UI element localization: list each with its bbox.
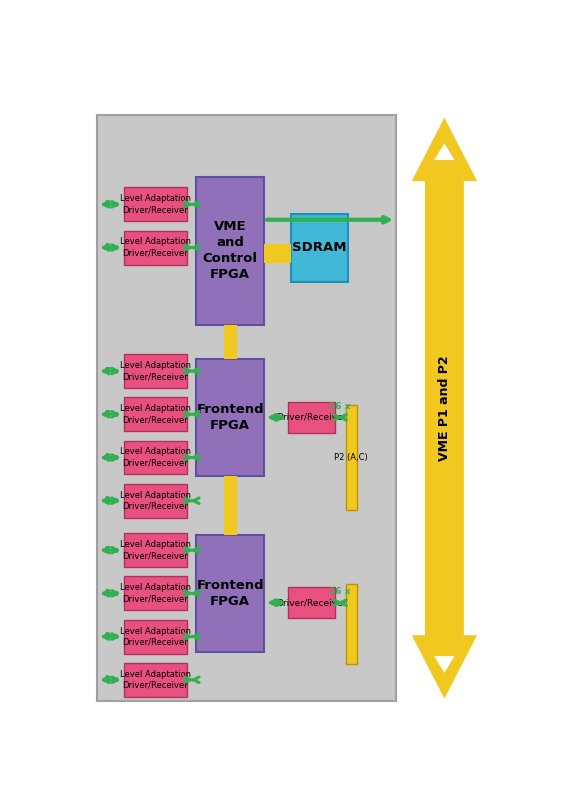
- Text: Level Adaptation
Driver/Receiver: Level Adaptation Driver/Receiver: [120, 237, 191, 257]
- Text: 4 x: 4 x: [103, 367, 118, 375]
- Text: 4 x: 4 x: [103, 243, 118, 252]
- FancyBboxPatch shape: [124, 533, 187, 567]
- Text: VME P1 and P2: VME P1 and P2: [438, 355, 451, 461]
- FancyBboxPatch shape: [290, 213, 348, 282]
- Text: Driver/Receiver: Driver/Receiver: [276, 413, 346, 422]
- Text: Frontend
FPGA: Frontend FPGA: [196, 579, 264, 608]
- FancyBboxPatch shape: [264, 245, 290, 263]
- FancyBboxPatch shape: [196, 358, 264, 476]
- Text: Level Adaptation
Driver/Receiver: Level Adaptation Driver/Receiver: [120, 361, 191, 381]
- Text: SDRAM: SDRAM: [292, 241, 346, 254]
- FancyBboxPatch shape: [289, 402, 335, 433]
- FancyBboxPatch shape: [124, 188, 187, 221]
- FancyBboxPatch shape: [224, 476, 237, 535]
- FancyBboxPatch shape: [124, 397, 187, 431]
- Text: Level Adaptation
Driver/Receiver: Level Adaptation Driver/Receiver: [120, 540, 191, 560]
- FancyBboxPatch shape: [124, 577, 187, 610]
- Text: 4 x: 4 x: [103, 496, 118, 505]
- Text: Frontend
FPGA: Frontend FPGA: [196, 403, 264, 431]
- FancyBboxPatch shape: [124, 662, 187, 697]
- FancyBboxPatch shape: [196, 176, 264, 325]
- Text: Level Adaptation
Driver/Receiver: Level Adaptation Driver/Receiver: [120, 626, 191, 646]
- Text: Level Adaptation
Driver/Receiver: Level Adaptation Driver/Receiver: [120, 404, 191, 424]
- FancyBboxPatch shape: [124, 230, 187, 265]
- FancyBboxPatch shape: [124, 354, 187, 388]
- Text: VME
and
Control
FPGA: VME and Control FPGA: [202, 220, 257, 282]
- Text: Level Adaptation
Driver/Receiver: Level Adaptation Driver/Receiver: [120, 491, 191, 511]
- Text: Level Adaptation
Driver/Receiver: Level Adaptation Driver/Receiver: [120, 583, 191, 603]
- Text: Level Adaptation
Driver/Receiver: Level Adaptation Driver/Receiver: [120, 670, 191, 690]
- FancyBboxPatch shape: [124, 620, 187, 654]
- Text: Level Adaptation
Driver/Receiver: Level Adaptation Driver/Receiver: [120, 194, 191, 214]
- Text: 4 x: 4 x: [103, 453, 118, 462]
- FancyBboxPatch shape: [98, 115, 396, 702]
- FancyBboxPatch shape: [345, 405, 357, 510]
- FancyBboxPatch shape: [196, 535, 264, 652]
- FancyBboxPatch shape: [224, 325, 237, 358]
- FancyArrowPatch shape: [443, 160, 445, 656]
- Text: 4 x: 4 x: [103, 632, 118, 641]
- Text: 4 x: 4 x: [103, 675, 118, 684]
- Text: 4 x: 4 x: [103, 545, 118, 555]
- Text: 4 x: 4 x: [103, 589, 118, 597]
- Text: 4 x: 4 x: [103, 200, 118, 209]
- Text: Driver/Receiver: Driver/Receiver: [276, 598, 346, 607]
- Text: Level Adaptation
Driver/Receiver: Level Adaptation Driver/Receiver: [120, 448, 191, 468]
- FancyBboxPatch shape: [345, 584, 357, 664]
- Text: 4 x: 4 x: [103, 410, 118, 419]
- Text: P2 (A,C): P2 (A,C): [334, 453, 368, 462]
- Text: 16 x: 16 x: [329, 402, 351, 411]
- Text: 16 x: 16 x: [329, 587, 351, 596]
- FancyBboxPatch shape: [124, 440, 187, 475]
- FancyBboxPatch shape: [289, 587, 335, 618]
- FancyBboxPatch shape: [124, 484, 187, 518]
